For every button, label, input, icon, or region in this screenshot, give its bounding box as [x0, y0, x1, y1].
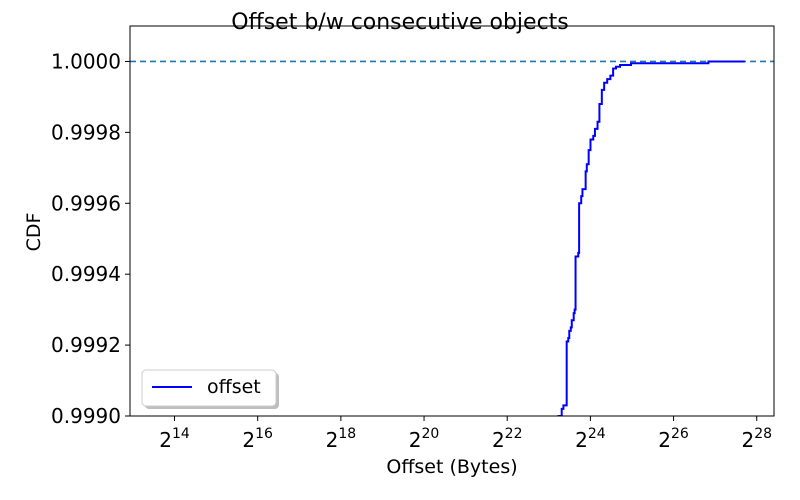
- x-tick-label: 224: [575, 426, 606, 452]
- y-tick-label: 1.0000: [51, 49, 121, 73]
- x-axis: 214 216 218 220 222 224 226 228: [159, 416, 772, 452]
- legend: offset: [141, 369, 279, 409]
- x-tick-label: 214: [159, 426, 190, 452]
- y-axis: 0.9990 0.9992 0.9994 0.9996 0.9998 1.0000: [51, 49, 130, 428]
- legend-box: [141, 369, 277, 407]
- y-tick-label: 0.9998: [51, 120, 121, 144]
- y-tick-label: 0.9990: [51, 404, 121, 428]
- y-tick-label: 0.9994: [51, 262, 121, 286]
- y-tick-label: 0.9992: [51, 333, 121, 357]
- legend-label-offset: offset: [207, 376, 261, 398]
- series-line-offset: [557, 60, 745, 416]
- chart-title: Offset b/w consecutive objects: [231, 10, 569, 35]
- x-tick-label: 216: [242, 426, 273, 452]
- x-axis-label: Offset (Bytes): [386, 456, 517, 478]
- x-tick-label: 218: [326, 426, 357, 452]
- y-tick-label: 0.9996: [51, 191, 121, 215]
- x-tick-label: 228: [741, 426, 772, 452]
- x-tick-label: 222: [492, 426, 523, 452]
- x-tick-label: 226: [658, 426, 689, 452]
- x-tick-label: 220: [409, 426, 440, 452]
- plot-frame: [129, 25, 775, 417]
- plot-area: [130, 60, 774, 416]
- y-axis-label: CDF: [23, 213, 45, 252]
